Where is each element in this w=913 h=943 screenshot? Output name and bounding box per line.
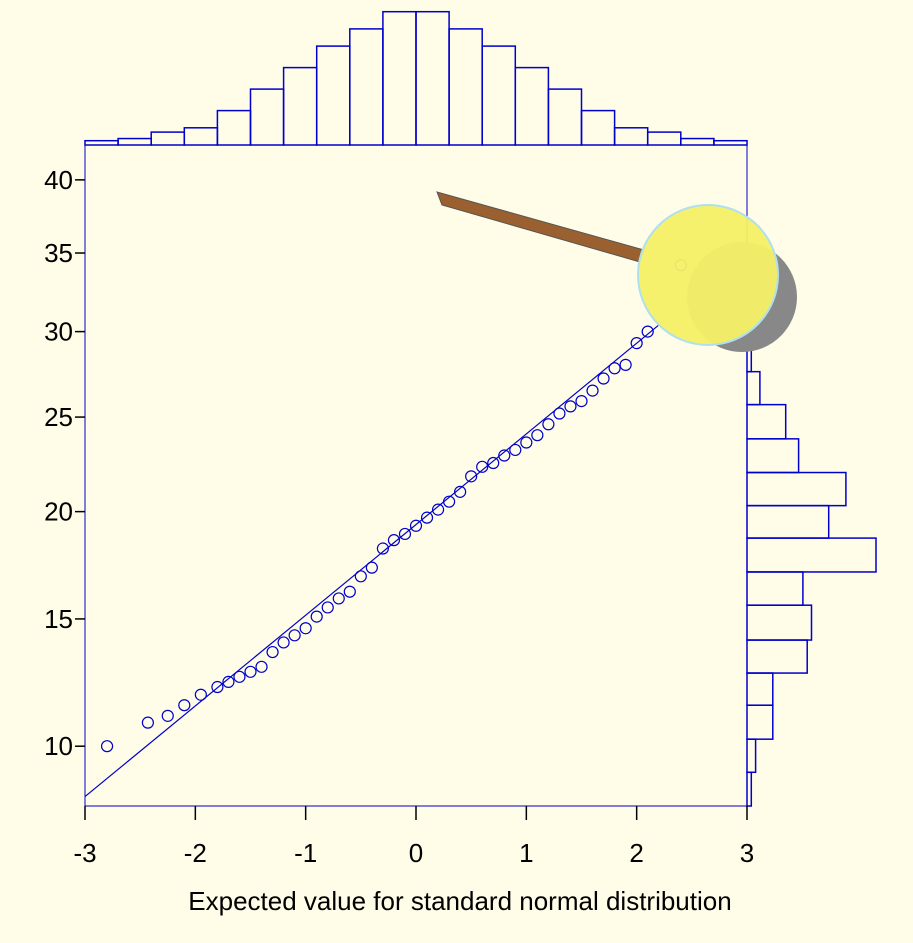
plot: 10 15 20 25 30 35 40 -3 -2 -1 0 1 2 3	[44, 10, 877, 868]
data-point	[161, 709, 174, 722]
x-tick-label: -2	[184, 838, 207, 868]
data-point	[487, 456, 500, 470]
data-point	[211, 680, 224, 694]
data-point	[630, 337, 643, 350]
data-point	[520, 436, 533, 449]
x-axis-title: Expected value for standard normal distr…	[188, 886, 731, 916]
x-tick-label: 1	[519, 838, 533, 868]
fit-line	[84, 324, 660, 798]
y-tick-label: 20	[44, 497, 73, 527]
y-tick-label: 40	[44, 165, 73, 195]
y-tick-label: 15	[44, 604, 73, 634]
data-point	[564, 400, 577, 413]
data-point	[531, 429, 544, 442]
data-point	[255, 660, 268, 673]
y-tick-label: 30	[44, 317, 73, 347]
data-point	[542, 418, 555, 431]
data-point	[431, 503, 445, 516]
data-point	[244, 665, 257, 678]
data-point	[141, 716, 154, 729]
y-histogram-bar	[746, 370, 761, 406]
data-point	[354, 570, 367, 583]
x-tick-label: -3	[73, 838, 96, 868]
data-point	[420, 511, 434, 524]
data-point	[476, 460, 489, 473]
data-point	[387, 534, 401, 547]
data-point	[553, 407, 566, 420]
magnifier-lens	[637, 204, 779, 346]
data-point	[619, 358, 632, 371]
y-tick-label: 25	[44, 402, 73, 432]
data-point	[509, 443, 522, 457]
data-point	[288, 629, 301, 642]
data-point	[299, 622, 312, 635]
data-point	[465, 470, 478, 483]
x-tick-label: 0	[409, 838, 423, 868]
data-point	[233, 670, 246, 683]
data-point	[266, 645, 279, 659]
y-tick-label: 35	[44, 238, 73, 268]
data-point	[321, 601, 334, 614]
data-point	[586, 384, 599, 397]
data-point	[343, 585, 356, 598]
data-point	[597, 372, 610, 385]
data-point	[376, 542, 389, 555]
x-tick-label: -1	[294, 838, 317, 868]
data-point	[398, 527, 412, 541]
y-histogram-bar	[746, 403, 787, 440]
y-tick-label: 10	[44, 731, 73, 761]
x-tick-label: 3	[740, 838, 754, 868]
data-point	[641, 325, 654, 338]
data-point	[498, 449, 511, 462]
x-histogram-bar	[713, 139, 748, 146]
data-point	[222, 675, 235, 688]
data-point	[100, 740, 114, 753]
data-point	[454, 485, 467, 498]
magnifier	[436, 191, 797, 352]
data-point	[608, 362, 621, 375]
data-point	[277, 636, 290, 649]
data-point	[443, 495, 456, 508]
data-point	[194, 688, 207, 701]
data-point	[310, 610, 323, 623]
data-point	[409, 519, 423, 532]
data-point	[178, 699, 191, 712]
data-point	[575, 395, 588, 408]
data-point	[365, 561, 378, 574]
x-tick-label: 2	[629, 838, 643, 868]
data-point	[332, 592, 345, 605]
